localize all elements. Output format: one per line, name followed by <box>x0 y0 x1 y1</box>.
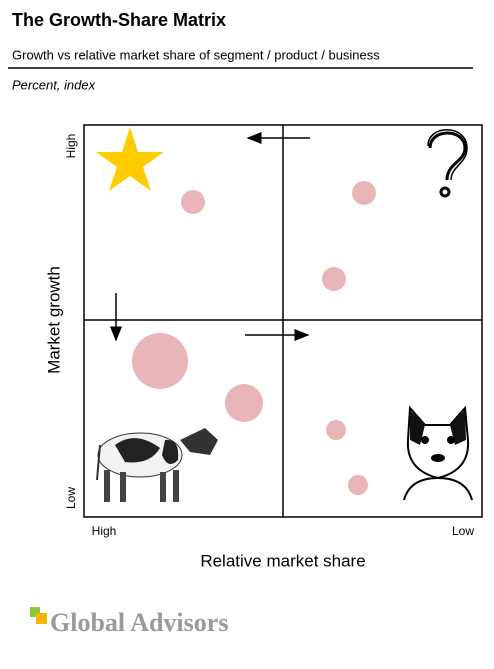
logo-mark <box>30 607 40 617</box>
subtitle: Growth vs relative market share of segme… <box>12 47 380 62</box>
y-high-label: High <box>64 134 78 159</box>
bubble <box>225 384 263 422</box>
star-icon <box>96 127 164 191</box>
bubble <box>181 190 205 214</box>
x-high-label: High <box>92 524 117 538</box>
bubble <box>132 333 188 389</box>
bubble <box>352 181 376 205</box>
y-axis-label: Market growth <box>44 266 63 374</box>
title: The Growth-Share Matrix <box>12 10 226 30</box>
x-low-label: Low <box>452 524 474 538</box>
logo: Global Advisors <box>30 607 228 637</box>
unit: Percent, index <box>12 77 96 92</box>
dog-icon <box>403 405 473 501</box>
bubble <box>348 475 368 495</box>
bubble <box>322 267 346 291</box>
cow-icon <box>96 428 218 502</box>
logo-text: Global Advisors <box>50 608 228 637</box>
question-icon <box>427 129 468 198</box>
matrix <box>83 124 483 518</box>
y-low-label: Low <box>64 487 78 509</box>
bubble <box>326 420 346 440</box>
x-axis-label: Relative market share <box>200 551 365 570</box>
logo-mark <box>36 613 47 624</box>
